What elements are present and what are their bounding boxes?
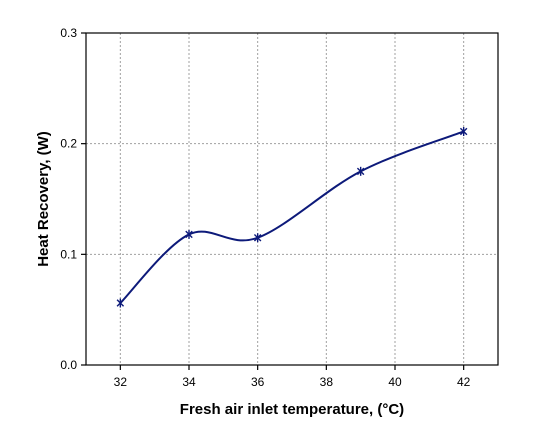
y-axis-title: Heat Recovery, (W) <box>35 131 52 267</box>
ticks <box>81 32 465 370</box>
series-layer <box>116 126 468 308</box>
y-tick-label: 0.2 <box>60 137 77 151</box>
y-tick-label: 0.3 <box>60 26 77 40</box>
data-point-asterisk <box>459 126 468 136</box>
y-tick-label: 0.0 <box>60 358 77 372</box>
x-tick-labels: 32 34 36 38 40 42 <box>114 375 471 389</box>
data-point-asterisk <box>253 233 262 243</box>
plot-frame <box>85 32 499 366</box>
x-tick-label: 32 <box>114 375 128 389</box>
y-tick-label: 0.1 <box>60 247 77 261</box>
series-line <box>119 130 465 304</box>
data-point-asterisk <box>185 229 193 239</box>
x-tick-label: 40 <box>388 375 402 389</box>
y-tick-labels: 0.0 0.1 0.2 0.3 <box>60 26 77 372</box>
data-point-asterisk <box>116 298 125 308</box>
x-tick-label: 36 <box>251 375 265 389</box>
x-tick-label: 42 <box>457 375 471 389</box>
x-tick-label: 34 <box>182 375 196 389</box>
x-tick-label: 38 <box>320 375 334 389</box>
grid <box>86 33 498 365</box>
data-point-asterisk <box>356 166 365 176</box>
x-axis-title: Fresh air inlet temperature, (°C) <box>180 401 404 418</box>
